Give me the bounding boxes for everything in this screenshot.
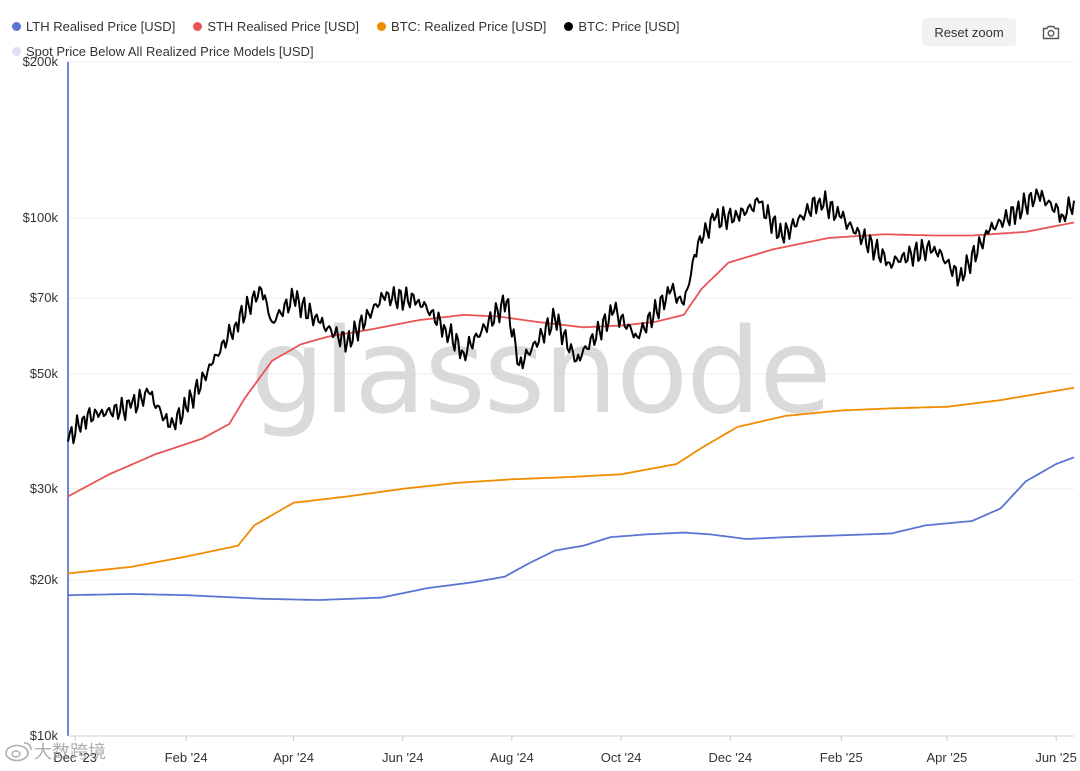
legend-row-1: LTH Realised Price [USD] STH Realised Pr…: [12, 14, 912, 39]
x-tick-label: Jun '25: [1035, 750, 1077, 765]
x-tick-label: Feb '25: [820, 750, 863, 765]
y-tick-label: $50k: [30, 366, 59, 381]
screenshot-button[interactable]: [1038, 20, 1064, 44]
x-tick-label: Aug '24: [490, 750, 534, 765]
legend-label-realized: BTC: Realized Price [USD]: [391, 19, 547, 34]
x-tick-label: Jun '24: [382, 750, 424, 765]
legend-label-sth: STH Realised Price [USD]: [207, 19, 360, 34]
legend-label-spot-below: Spot Price Below All Realized Price Mode…: [26, 44, 314, 59]
legend-marker-sth: [193, 22, 203, 31]
legend-item-price[interactable]: BTC: Price [USD]: [564, 19, 679, 34]
axes: [67, 62, 1074, 737]
chart-legend: LTH Realised Price [USD] STH Realised Pr…: [12, 14, 912, 64]
weibo-icon: [5, 742, 32, 762]
watermark: glassnode: [250, 302, 829, 440]
y-tick-label: $20k: [30, 572, 59, 587]
corner-watermark: 大数跨境: [4, 738, 106, 764]
legend-row-2: Spot Price Below All Realized Price Mode…: [12, 39, 912, 64]
legend-marker-lth: [12, 22, 21, 31]
y-tick-label: $100k: [23, 210, 59, 225]
legend-item-lth[interactable]: LTH Realised Price [USD]: [12, 19, 175, 34]
legend-item-sth[interactable]: STH Realised Price [USD]: [193, 19, 359, 34]
series-line-sth[interactable]: [67, 221, 1075, 498]
legend-item-spot-below[interactable]: Spot Price Below All Realized Price Mode…: [12, 44, 314, 59]
legend-marker-price: [564, 22, 574, 31]
y-tick-label: $10k: [30, 728, 59, 743]
corner-watermark-text: 大数跨境: [34, 742, 106, 763]
camera-icon: [1042, 25, 1060, 39]
y-tick-label: $200k: [23, 54, 59, 69]
y-tick-label: $70k: [30, 290, 59, 305]
series-line-price[interactable]: [67, 188, 1075, 445]
legend-label-price: BTC: Price [USD]: [578, 19, 680, 34]
series-group: [67, 188, 1075, 601]
x-tick-label: Dec '24: [708, 750, 752, 765]
x-tick-label: Feb '24: [165, 750, 208, 765]
legend-marker-spot-below: [12, 47, 21, 56]
series-line-lth[interactable]: [67, 456, 1075, 601]
x-tick-label: Oct '24: [601, 750, 642, 765]
series-line-realized[interactable]: [67, 386, 1075, 575]
legend-item-realized[interactable]: BTC: Realized Price [USD]: [377, 19, 546, 34]
x-tick-label: Dec '23: [53, 750, 97, 765]
y-tick-label: $30k: [30, 481, 59, 496]
x-axis-ticks: Dec '23 Feb '24 Apr '24 Jun '24 Aug '24 Oct '…: [53, 736, 1077, 765]
y-axis-ticks: $10k $20k $30k $50k $70k $100k $200k: [23, 54, 59, 743]
legend-marker-realized: [377, 22, 387, 31]
reset-zoom-button[interactable]: Reset zoom: [922, 18, 1016, 46]
legend-label-lth: LTH Realised Price [USD]: [26, 19, 176, 34]
x-tick-label: Apr '24: [273, 750, 314, 765]
x-tick-label: Apr '25: [927, 750, 968, 765]
